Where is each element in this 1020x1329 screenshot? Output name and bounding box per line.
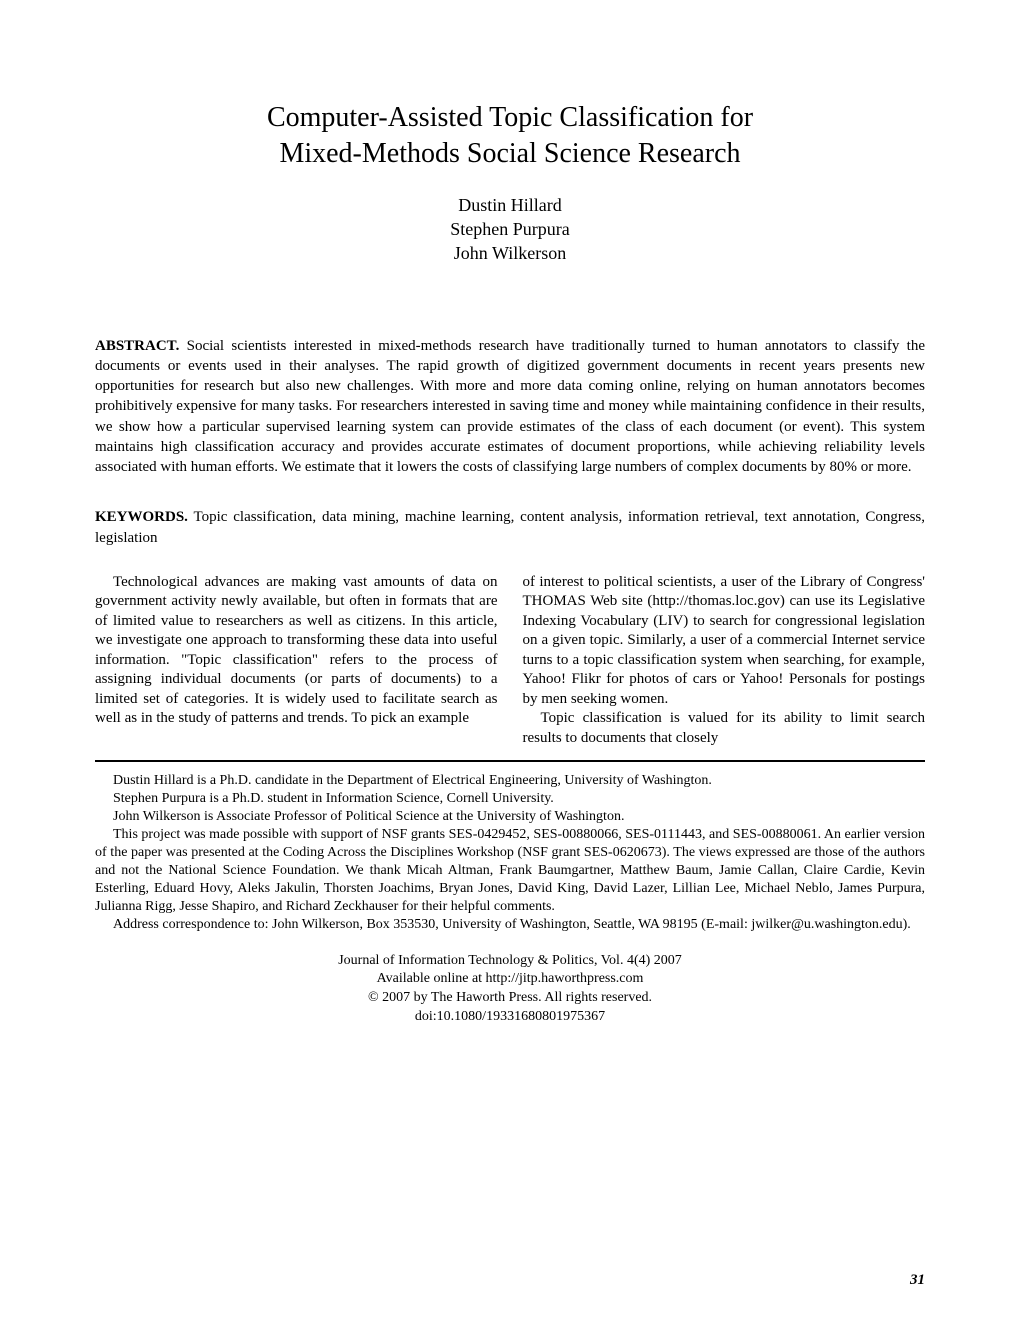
footnote-line-3: John Wilkerson is Associate Professor of…: [95, 808, 925, 826]
footer-block: Journal of Information Technology & Poli…: [95, 952, 925, 1028]
footnote-line-5: Address correspondence to: John Wilkerso…: [95, 916, 925, 934]
body-right-paragraph-1: of interest to political scientists, a u…: [523, 573, 926, 710]
footnote-divider: [95, 760, 925, 762]
keywords-section: KEYWORDS. Topic classification, data min…: [95, 507, 925, 548]
keywords-text: Topic classification, data mining, machi…: [95, 509, 925, 545]
body-text-columns: Technological advances are making vast a…: [95, 573, 925, 749]
title-line-1: Computer-Assisted Topic Classification f…: [267, 102, 753, 133]
author-2: Stephen Purpura: [450, 219, 569, 239]
abstract-label: ABSTRACT.: [95, 338, 179, 354]
keywords-label: KEYWORDS.: [95, 509, 188, 525]
footer-url: Available online at http://jitp.haworthp…: [95, 970, 925, 989]
authors-block: Dustin Hillard Stephen Purpura John Wilk…: [95, 193, 925, 266]
abstract-text: Social scientists interested in mixed-me…: [95, 338, 925, 476]
footnote-block: Dustin Hillard is a Ph.D. candidate in t…: [95, 772, 925, 933]
footer-doi: doi:10.1080/19331680801975367: [95, 1008, 925, 1027]
body-column-right: of interest to political scientists, a u…: [523, 573, 926, 749]
page-number: 31: [910, 1272, 925, 1289]
article-title: Computer-Assisted Topic Classification f…: [95, 100, 925, 173]
body-left-paragraph: Technological advances are making vast a…: [95, 573, 498, 729]
body-right-paragraph-2: Topic classification is valued for its a…: [523, 709, 926, 748]
footnote-line-2: Stephen Purpura is a Ph.D. student in In…: [95, 790, 925, 808]
footer-journal: Journal of Information Technology & Poli…: [95, 952, 925, 971]
title-line-2: Mixed-Methods Social Science Research: [279, 138, 740, 169]
footer-copyright: © 2007 by The Haworth Press. All rights …: [95, 989, 925, 1008]
footnote-line-1: Dustin Hillard is a Ph.D. candidate in t…: [95, 772, 925, 790]
footnote-line-4: This project was made possible with supp…: [95, 826, 925, 916]
abstract-section: ABSTRACT. Social scientists interested i…: [95, 336, 925, 478]
author-1: Dustin Hillard: [458, 195, 562, 215]
author-3: John Wilkerson: [454, 243, 566, 263]
body-column-left: Technological advances are making vast a…: [95, 573, 498, 749]
